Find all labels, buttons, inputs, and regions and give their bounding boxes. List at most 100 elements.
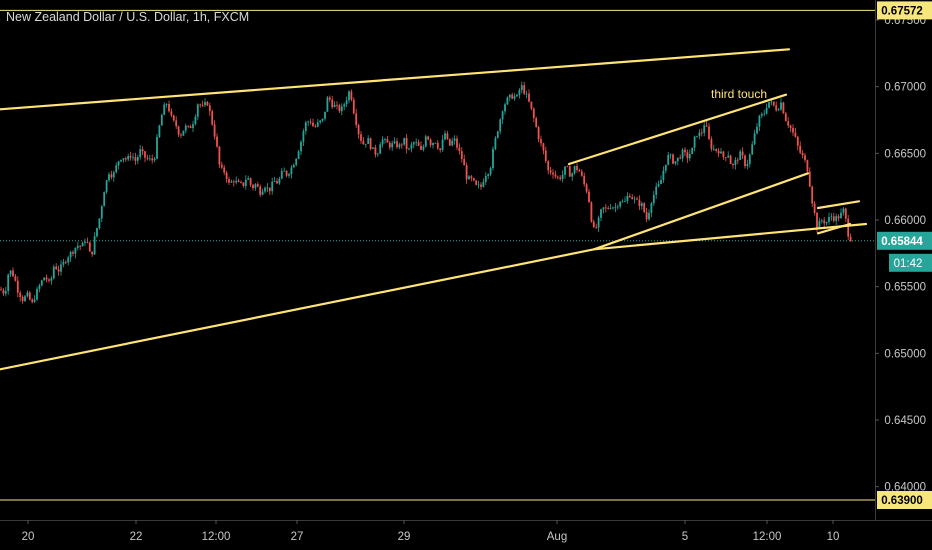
candle-body xyxy=(456,138,458,148)
candle-body xyxy=(240,181,242,183)
candle-body xyxy=(715,148,718,151)
candle-body xyxy=(309,121,312,123)
candle-body xyxy=(228,179,230,183)
candle-body xyxy=(484,176,487,182)
candle-body xyxy=(343,104,346,107)
candle-body xyxy=(324,111,326,119)
trendline-7[interactable] xyxy=(816,200,861,210)
candle-body xyxy=(511,94,514,99)
candle-body xyxy=(588,191,590,203)
upper-price-tag: 0.67572 xyxy=(881,5,923,17)
candle-body xyxy=(660,179,662,185)
candle-body xyxy=(348,91,350,101)
candle-body xyxy=(386,139,389,143)
candle-body xyxy=(216,136,218,147)
candle-body xyxy=(360,134,362,141)
candle-body xyxy=(285,170,288,176)
candle-body xyxy=(684,149,686,153)
candle-body xyxy=(271,181,274,192)
candle-body xyxy=(230,181,233,183)
candle-body xyxy=(223,167,226,173)
candle-body xyxy=(208,105,211,112)
candle-body xyxy=(432,142,434,146)
candle-body xyxy=(664,164,667,171)
candle-body xyxy=(350,91,353,100)
trendline-8[interactable] xyxy=(816,222,852,235)
candle-body xyxy=(117,161,120,166)
candle-body xyxy=(4,291,7,294)
candle-body xyxy=(489,168,492,175)
candle-body xyxy=(672,154,674,164)
candle-body xyxy=(472,178,475,181)
candle-body xyxy=(645,212,648,220)
candle-body xyxy=(518,90,521,95)
candle-body xyxy=(674,161,677,164)
trendline-6[interactable] xyxy=(592,222,868,251)
candle-body xyxy=(141,149,144,152)
candle-body xyxy=(180,134,182,136)
candle-body xyxy=(643,203,646,213)
candle-body xyxy=(561,174,564,179)
candle-body xyxy=(139,149,142,158)
trendline-4[interactable] xyxy=(592,172,810,251)
candle-body xyxy=(760,114,763,116)
candle-body xyxy=(372,147,374,149)
candle-body xyxy=(120,159,122,162)
candle-body xyxy=(847,218,850,237)
candle-body xyxy=(842,208,845,213)
candle-body xyxy=(424,136,427,147)
candle-body xyxy=(556,176,559,178)
candle-body xyxy=(446,133,449,139)
candle-body xyxy=(789,125,792,128)
candle-body xyxy=(100,206,103,219)
candle-body xyxy=(619,201,622,207)
candle-body xyxy=(357,124,360,135)
candle-body xyxy=(261,191,264,195)
candle-body xyxy=(225,172,228,180)
candle-body xyxy=(384,139,386,140)
candle-body xyxy=(818,220,821,229)
trendline-5[interactable] xyxy=(567,93,788,166)
candle-body xyxy=(612,207,614,209)
candle-body xyxy=(292,164,295,168)
candle-body xyxy=(338,105,341,112)
candle-body xyxy=(288,174,290,176)
candle-body xyxy=(720,151,722,154)
candle-body xyxy=(590,202,593,222)
candle-body xyxy=(636,198,638,200)
candle-body xyxy=(206,101,209,106)
candle-body xyxy=(552,172,554,175)
y-tick-label: 0.67000 xyxy=(884,82,926,94)
candle-body xyxy=(112,172,115,178)
candle-body xyxy=(36,288,38,300)
trendline-3[interactable] xyxy=(0,248,596,371)
candle-body xyxy=(333,104,336,108)
candle-body xyxy=(775,105,778,111)
candle-body xyxy=(734,159,737,166)
candle-body xyxy=(686,152,689,159)
candle-body xyxy=(420,145,422,150)
countdown-timer: 01:42 xyxy=(894,258,923,270)
candle-body xyxy=(753,133,756,145)
candle-body xyxy=(513,96,516,99)
candle-body xyxy=(547,161,550,171)
candle-body xyxy=(787,121,790,126)
candle-body xyxy=(849,236,852,242)
candle-body xyxy=(568,166,571,177)
candle-body xyxy=(194,116,197,125)
trendline-2[interactable] xyxy=(525,48,791,71)
candle-body xyxy=(136,157,139,161)
candle-body xyxy=(780,102,782,110)
candle-body xyxy=(43,277,46,281)
trendline-1[interactable] xyxy=(0,68,529,111)
candle-body xyxy=(756,126,758,134)
candle-body xyxy=(525,93,528,95)
candle-body xyxy=(784,113,787,122)
candle-body xyxy=(79,245,82,247)
candle-body xyxy=(50,278,53,281)
candle-body xyxy=(74,247,77,254)
candle-body xyxy=(708,126,710,140)
candle-body xyxy=(499,119,502,132)
